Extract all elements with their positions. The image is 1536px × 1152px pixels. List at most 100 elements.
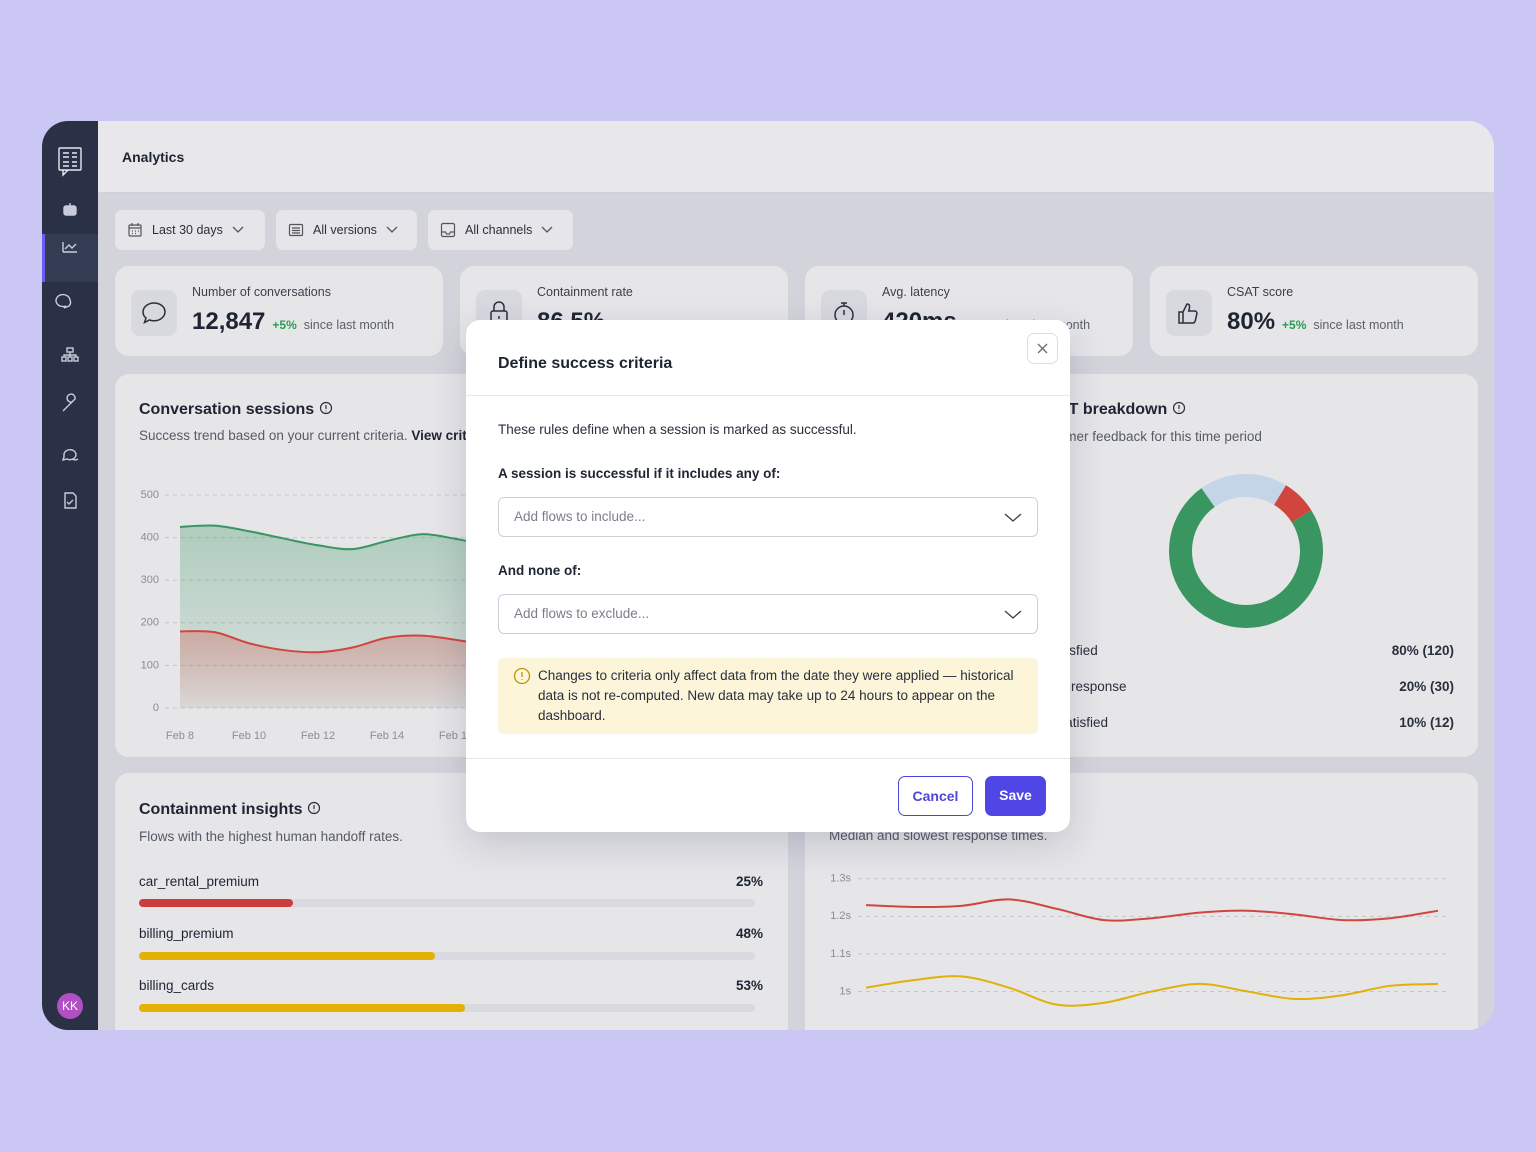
filter-date[interactable]: Last 30 days [115,210,265,250]
avatar[interactable]: KK [57,993,83,1019]
inbox-icon [440,222,456,238]
sidebar-icons [55,147,82,509]
stat-card: CSAT score 80% +5% since last month [1150,266,1478,356]
series-line [865,898,1439,922]
nav-flows[interactable] [61,347,79,362]
stat-card: Number of conversations 12,847 +5% since l… [115,266,443,356]
flow-rate: 53% [735,978,763,993]
stat-label: Avg. latency [882,285,950,299]
placeholder: Add flows to exclude... [514,606,650,621]
modal: Define success criteria These rules defi… [466,320,1070,832]
info-icon [307,801,321,815]
close-icon [1037,343,1048,354]
warning-icon [513,667,531,685]
nav-chats[interactable] [61,448,79,461]
y-tick-label: 100 [141,659,159,671]
bar [139,899,293,907]
stat-label: Containment rate [537,285,633,299]
stat-value: 80% [1227,308,1276,335]
nav-analytics[interactable] [62,242,77,253]
chevron [1004,610,1022,619]
stat-delta: +5% [1282,318,1307,332]
y-tick-label: 0 [153,702,159,714]
exclude-select[interactable]: Add flows to exclude... [498,594,1038,634]
stat-icon [131,290,177,336]
filter-channel[interactable]: All channels [428,210,573,250]
stat-line: 12,847 +5% since last month [192,308,394,336]
warning-box: Changes to criteria only affect data fro… [498,658,1038,734]
flow-row: billing_premium 48% [139,926,763,941]
x-tick-label: Feb 12 [301,730,335,742]
calendar-icon [128,223,142,237]
flow-rate: 25% [735,874,763,889]
card-subtitle: Flows with the highest human handoff rat… [139,829,403,844]
card-title: Conversation sessions [139,401,333,419]
subtitle-text: Success trend based on your current crit… [139,428,408,443]
x-tick-label: Feb 16 [439,730,473,742]
nav-active-bg [42,234,98,282]
y-tick-label: 1s [839,985,851,997]
flow-row: billing_cards 53% [139,978,763,993]
card-title-text: Conversation sessions [139,401,315,418]
stat-note: since last month [303,318,395,332]
warning-text: Changes to criteria only affect data fro… [538,668,1014,723]
nav-conversations[interactable] [55,293,72,309]
logo [58,147,82,177]
chevron [232,226,244,233]
close-button[interactable] [1027,333,1058,364]
x-tick-label: Feb 10 [232,730,266,742]
filter-label: All channels [465,223,533,237]
flow-row: car_rental_premium 25% [139,874,763,889]
chevron [1004,513,1022,522]
cancel-button[interactable]: Cancel [898,776,973,816]
field-label: A session is successful if it includes a… [498,466,781,481]
filter-label: All versions [313,223,377,237]
list-icon [288,223,304,237]
bar [139,952,435,960]
stat-label: CSAT score [1227,285,1294,299]
info-icon [319,401,332,415]
flow-name: car_rental_premium [139,874,260,889]
stat-icon [1166,290,1212,336]
nav-docs[interactable] [64,492,77,509]
stat-line: 80% +5% since last month [1227,308,1404,336]
modal-title: Define success criteria [498,355,673,372]
save-button[interactable]: Save [985,776,1046,816]
flow-name: billing_premium [139,926,234,941]
stat-label: Number of conversations [192,285,331,299]
pie-slice [1169,488,1323,628]
chevron [386,226,398,233]
bar [139,1004,466,1012]
stat-note: since last month [1313,318,1404,332]
page-title: Analytics [122,149,185,165]
card-subtitle: Customer feedback for this time period [1030,429,1262,444]
nav-bot[interactable] [63,203,77,216]
stat-value: 12,847 [192,308,266,335]
chevron [541,226,553,233]
flow-name: billing_cards [139,978,215,993]
card-title-text: Containment insights [139,801,303,818]
pie-slice [1274,485,1312,523]
bar-track [139,1004,755,1012]
series-line [865,975,1439,1007]
card-title: Containment insights [139,801,321,819]
x-tick-label: Feb 14 [370,730,404,742]
y-tick-label: 500 [141,489,159,501]
include-select[interactable]: Add flows to include... [498,497,1038,537]
y-tick-label: 200 [141,617,159,629]
nav-tools[interactable] [62,393,76,412]
bar-track [139,952,755,960]
legend-value: 20% (30) [1399,679,1454,694]
top-bar: Analytics [98,121,1494,193]
modal-intro: These rules define when a session is mar… [498,422,857,437]
info-icon [1172,401,1185,415]
flow-rate: 48% [735,926,763,941]
y-tick-label: 300 [141,574,159,586]
filter-version[interactable]: All versions [276,210,417,250]
chat-icon [142,302,166,324]
divider [466,758,1070,759]
field-label: And none of: [498,563,582,578]
